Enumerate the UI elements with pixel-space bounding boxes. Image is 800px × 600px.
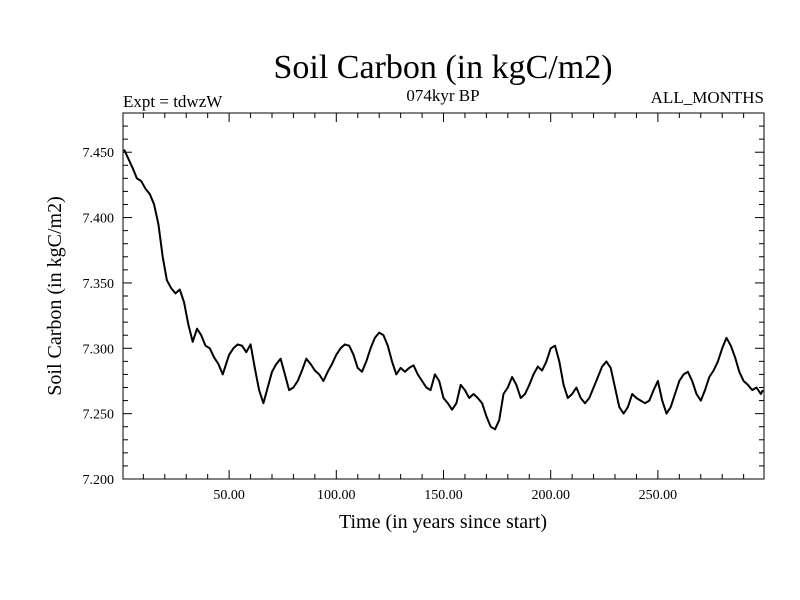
y-tick-label: 7.350 xyxy=(83,277,115,292)
x-tick-labels: 50.00 100.00 150.00 200.00 250.00 xyxy=(213,488,677,503)
y-tick-label: 7.200 xyxy=(83,473,115,488)
x-axis-label: Time (in years since start) xyxy=(339,511,547,533)
y-tick-label: 7.250 xyxy=(83,408,115,423)
y-tick-label: 7.300 xyxy=(83,342,115,357)
y-tick-labels: 7.200 7.250 7.300 7.350 7.400 7.450 xyxy=(83,146,115,488)
x-tick-label: 250.00 xyxy=(639,488,678,503)
x-tick-label: 100.00 xyxy=(317,488,356,503)
x-tick-label: 200.00 xyxy=(531,488,570,503)
series-line-soil-carbon xyxy=(123,149,764,431)
period-label: 074kyr BP xyxy=(406,86,479,105)
y-axis-label: Soil Carbon (in kgC/m2) xyxy=(44,196,66,395)
experiment-label: Expt = tdwzW xyxy=(123,92,223,111)
axis-ticks xyxy=(123,112,764,480)
y-tick-label: 7.450 xyxy=(83,146,115,161)
months-label: ALL_MONTHS xyxy=(651,88,764,107)
y-tick-label: 7.400 xyxy=(83,212,115,227)
chart-title: Soil Carbon (in kgC/m2) xyxy=(273,49,612,86)
x-tick-label: 50.00 xyxy=(213,488,245,503)
plot-frame xyxy=(122,112,765,480)
x-tick-label: 150.00 xyxy=(424,488,463,503)
